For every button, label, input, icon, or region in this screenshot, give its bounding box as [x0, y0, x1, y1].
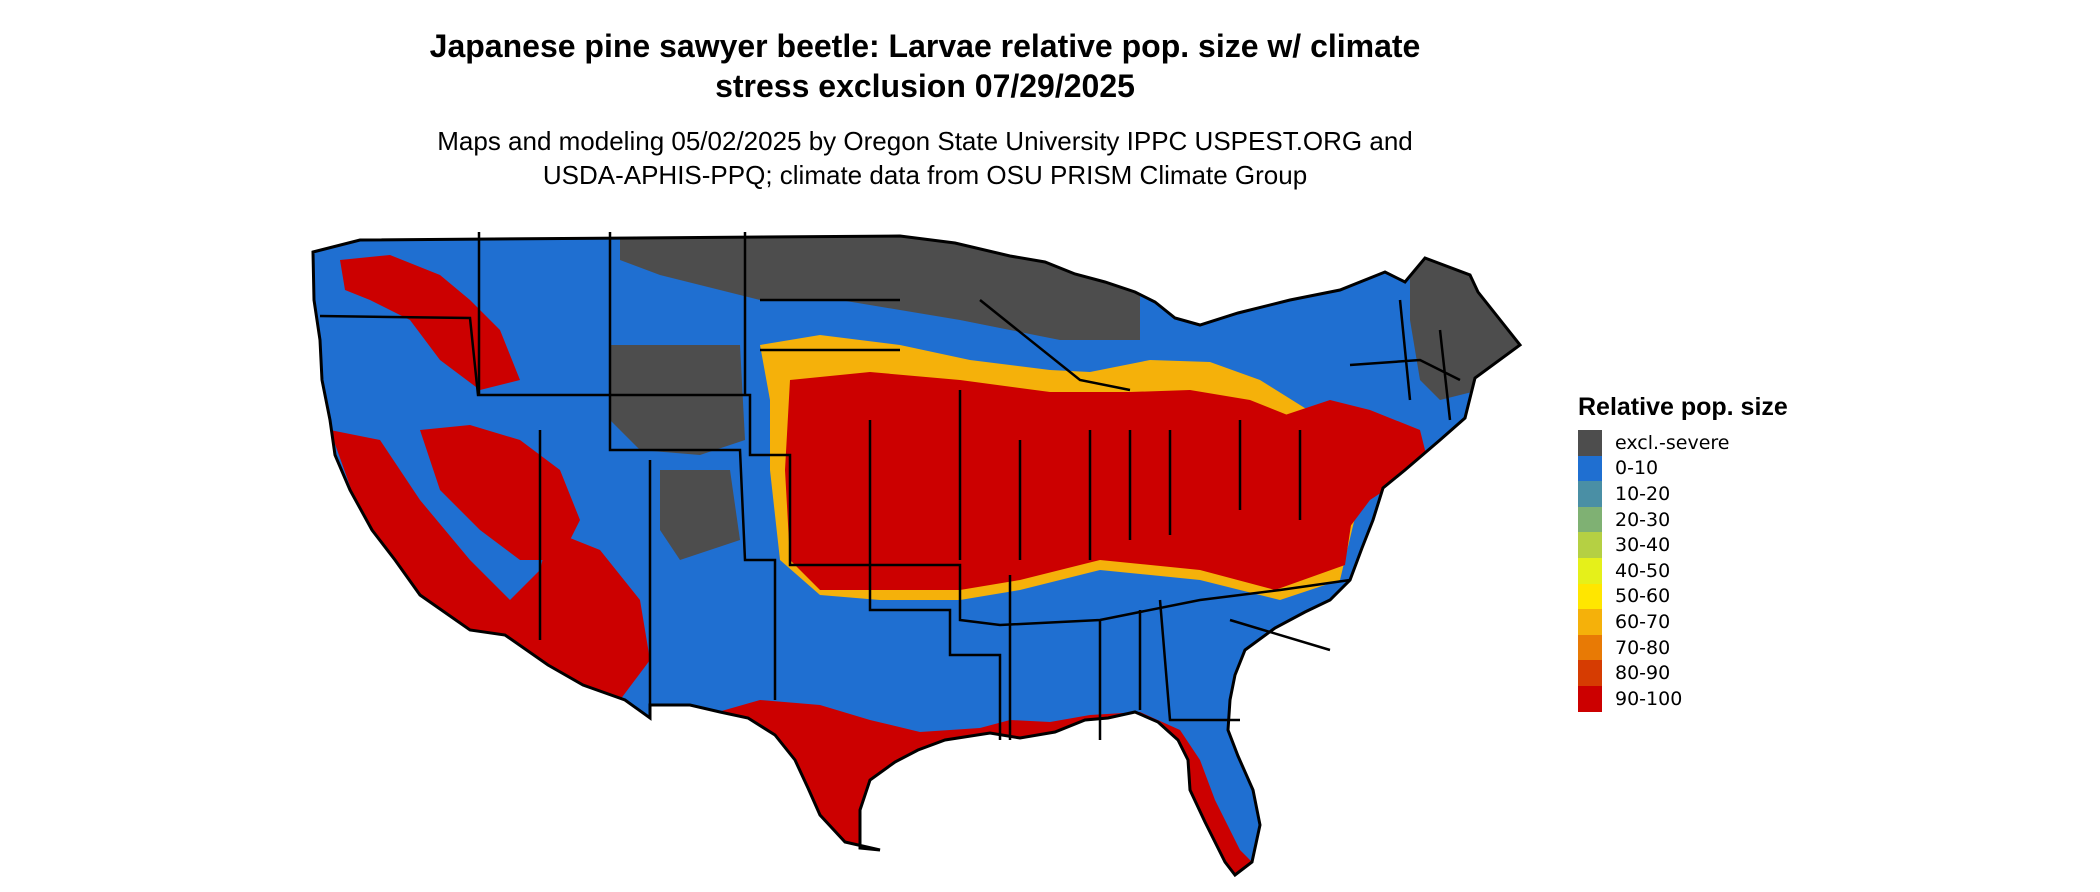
zone-high-southwest: [330, 430, 650, 700]
legend: Relative pop. size excl.-severe 0-10 10-20…: [1578, 392, 1788, 712]
zone-high-atlantic: [1270, 400, 1430, 540]
chart-title: Japanese pine sawyer beetle: Larvae rela…: [0, 26, 1850, 106]
legend-swatch: [1578, 685, 1602, 712]
legend-item: 70-80: [1578, 634, 1788, 661]
legend-label: 70-80: [1615, 636, 1671, 659]
legend-label: 90-100: [1615, 687, 1683, 710]
legend-item: 20-30: [1578, 506, 1788, 533]
subtitle-line-2: USDA-APHIS-PPQ; climate data from OSU PR…: [542, 160, 1308, 190]
legend-label: 10-20: [1615, 482, 1671, 505]
legend-label: 40-50: [1615, 559, 1671, 582]
zone-high-central: [785, 372, 1360, 590]
legend-label: 20-30: [1615, 508, 1671, 531]
legend-item: 0-10: [1578, 455, 1788, 482]
legend-item: 10-20: [1578, 481, 1788, 507]
legend-label: 80-90: [1615, 662, 1671, 685]
legend-swatch: [1578, 455, 1602, 482]
legend-item: excl.-severe: [1578, 430, 1788, 456]
zone-excluded-wyoming: [610, 345, 745, 455]
legend-title: Relative pop. size: [1578, 393, 1788, 421]
zone-excluded-colorado: [660, 470, 740, 560]
legend-swatch: [1578, 583, 1602, 610]
legend-swatch: [1578, 557, 1602, 584]
legend-item: 30-40: [1578, 532, 1788, 558]
legend-swatch: [1578, 634, 1602, 661]
legend-swatch: [1578, 430, 1602, 456]
legend-swatch: [1578, 481, 1602, 507]
legend-item: 80-90: [1578, 660, 1788, 686]
legend-item: 90-100: [1578, 685, 1788, 712]
legend-label: excl.-severe: [1615, 431, 1730, 454]
legend-label: 60-70: [1615, 610, 1671, 633]
chart-subtitle: Maps and modeling 05/02/2025 by Oregon S…: [0, 124, 1850, 192]
us-map: [311, 232, 1522, 877]
legend-item: 60-70: [1578, 609, 1788, 635]
subtitle-line-1: Maps and modeling 05/02/2025 by Oregon S…: [437, 126, 1413, 156]
legend-swatch: [1578, 532, 1602, 558]
map-fill: [313, 236, 1520, 875]
legend-label: 0-10: [1615, 457, 1659, 480]
legend-item: 50-60: [1578, 583, 1788, 610]
legend-swatch: [1578, 506, 1602, 533]
zone-excluded-northeast: [1410, 240, 1520, 400]
legend-label: 30-40: [1615, 534, 1671, 557]
state-borders: [319, 232, 1461, 740]
legend-swatch: [1578, 609, 1602, 635]
legend-swatch: [1578, 660, 1602, 686]
legend-item: 40-50: [1578, 557, 1788, 584]
legend-rows: excl.-severe 0-10 10-20 20-30 30-40 40-50 50-6…: [1578, 430, 1788, 712]
title-line-2: stress exclusion 07/29/2025: [715, 68, 1135, 104]
legend-label: 50-60: [1615, 585, 1671, 608]
title-line-1: Japanese pine sawyer beetle: Larvae rela…: [429, 28, 1421, 64]
